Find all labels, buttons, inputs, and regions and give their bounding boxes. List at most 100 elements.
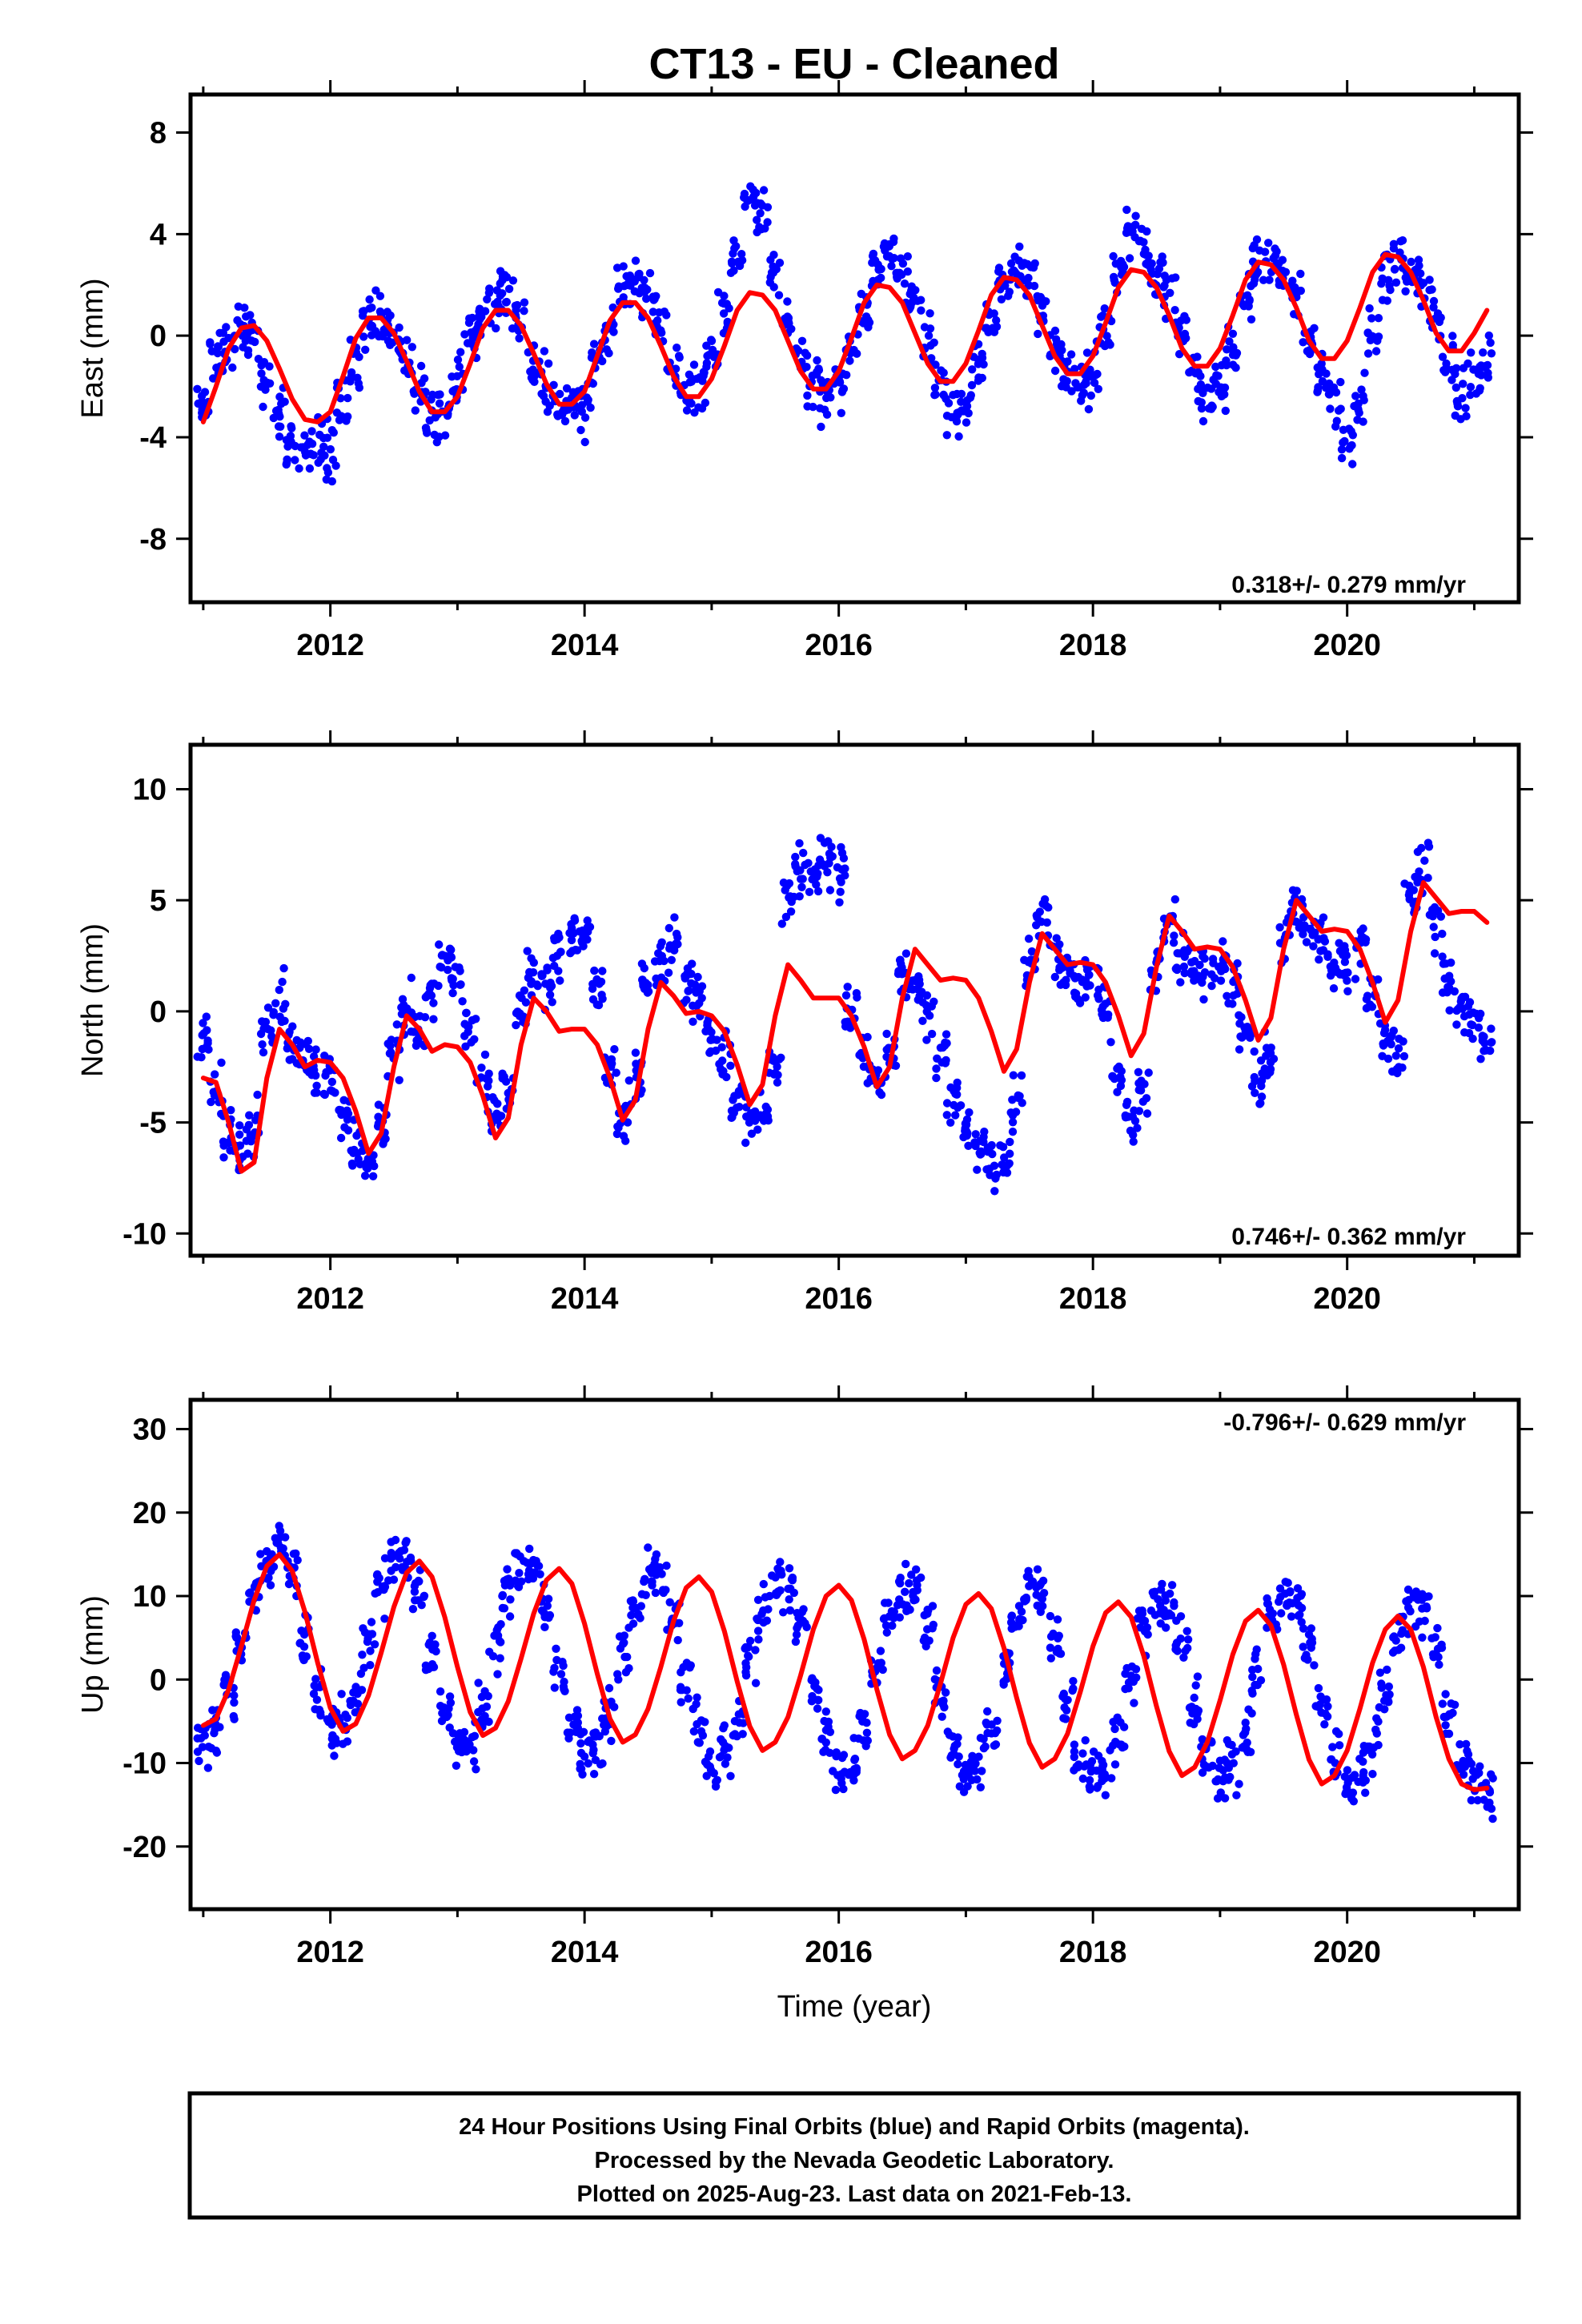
east-observation-point <box>295 464 303 473</box>
up-observation-point <box>1127 1662 1137 1671</box>
east-model-line <box>200 251 1490 424</box>
up-observation-point <box>1350 1771 1359 1779</box>
up-observation-point <box>854 1734 863 1743</box>
east-observation-point <box>652 292 661 300</box>
east-observation-point <box>1452 364 1461 372</box>
up-observation-point <box>969 1765 978 1775</box>
east-observation-point <box>206 338 215 347</box>
east-observation-point <box>1459 380 1468 388</box>
east-y-tick-label: 0 <box>150 320 167 353</box>
up-observation-point <box>524 1574 533 1584</box>
east-observation-point <box>937 366 946 375</box>
east-observation-point <box>719 309 729 318</box>
up-observation-point <box>1172 1616 1181 1626</box>
up-observation-point <box>570 1712 580 1721</box>
caption-line-2: Processed by the Nevada Geodetic Laborat… <box>595 2148 1114 2173</box>
up-observation-point <box>330 1751 339 1760</box>
up-observation-point <box>1447 1699 1456 1708</box>
east-observation-point <box>1378 296 1387 304</box>
north-observation-point <box>922 1035 931 1044</box>
east-observation-point <box>763 218 772 227</box>
up-observation-point <box>1263 1599 1272 1608</box>
east-observation-point <box>296 443 306 452</box>
north-observation-point <box>689 1017 697 1027</box>
east-observation-point <box>814 364 823 373</box>
north-observation-point <box>612 1068 620 1077</box>
up-observation-point <box>821 1746 830 1755</box>
east-observation-point <box>1191 369 1200 378</box>
north-observation-point <box>836 887 845 896</box>
north-observation-point <box>492 1100 502 1108</box>
east-observation-point <box>1131 211 1140 220</box>
east-observation-point <box>243 346 253 355</box>
up-observation-point <box>976 1783 986 1791</box>
north-observation-point <box>193 1052 202 1061</box>
north-observation-point <box>825 858 833 868</box>
up-observation-point <box>1248 1672 1257 1682</box>
up-observation-point <box>798 1616 808 1626</box>
up-y-tick-label: -10 <box>122 1747 167 1781</box>
up-observation-point <box>1422 1602 1431 1611</box>
north-observation-point <box>407 973 416 983</box>
east-observation-point <box>1038 301 1047 310</box>
up-observation-point <box>741 1671 751 1680</box>
east-observation-point <box>1391 278 1401 287</box>
up-observation-point <box>1107 1774 1116 1783</box>
up-observation-point <box>809 1675 817 1685</box>
east-observation-point <box>427 395 436 404</box>
north-observation-point <box>488 1093 497 1102</box>
east-observation-point <box>917 306 926 315</box>
up-observation-point <box>785 1595 793 1604</box>
north-observation-point <box>467 1038 476 1047</box>
north-observation-point <box>1432 907 1442 916</box>
east-observation-point <box>759 186 769 195</box>
north-observation-point <box>941 1038 950 1047</box>
east-observation-point <box>1158 258 1167 267</box>
east-observation-point <box>1348 460 1357 468</box>
up-observation-point <box>628 1619 638 1628</box>
north-observation-point <box>521 998 531 1007</box>
up-x-tick-label: 2012 <box>296 1936 364 1969</box>
east-observation-point <box>261 385 270 394</box>
north-observation-point <box>402 1004 411 1014</box>
east-observation-point <box>604 348 613 358</box>
east-observation-point <box>634 270 643 279</box>
north-observation-point <box>281 999 290 1009</box>
east-observation-point <box>927 354 936 363</box>
north-observation-point <box>1027 947 1037 956</box>
east-observation-point <box>460 330 469 339</box>
east-y-tick-label: -4 <box>139 421 167 455</box>
up-observation-point <box>863 1736 873 1745</box>
east-observation-point <box>1260 247 1270 256</box>
north-observation-point <box>493 1110 503 1120</box>
east-observation-point <box>968 365 977 374</box>
north-observation-point <box>597 991 606 999</box>
up-observation-point <box>1058 1692 1067 1701</box>
north-observation-point <box>845 1023 855 1032</box>
north-observation-point <box>631 1048 640 1057</box>
up-observation-point <box>895 1613 905 1622</box>
east-observation-point <box>1086 391 1096 400</box>
east-observation-point <box>1299 338 1307 347</box>
east-observation-point <box>485 284 494 293</box>
up-observation-point <box>452 1761 461 1770</box>
east-observation-point <box>1070 364 1079 373</box>
north-observation-point <box>1097 1006 1106 1015</box>
north-observation-point <box>1476 1009 1485 1019</box>
north-observation-point <box>1104 1010 1113 1019</box>
north-observation-point <box>882 1045 891 1055</box>
up-observation-point <box>759 1579 768 1589</box>
up-observation-point <box>1468 1775 1477 1783</box>
up-observation-point <box>786 1584 795 1594</box>
up-observation-point <box>923 1605 932 1614</box>
north-observation-point <box>637 959 647 968</box>
north-observation-point <box>917 987 926 996</box>
east-observation-point <box>361 345 370 354</box>
up-observation-point <box>363 1637 372 1647</box>
east-observation-point <box>1207 404 1216 413</box>
east-observation-point <box>766 255 775 264</box>
north-observation-point <box>1050 972 1060 982</box>
north-observation-point <box>823 868 832 877</box>
east-observation-point <box>1004 292 1013 300</box>
east-observation-point <box>300 431 309 440</box>
